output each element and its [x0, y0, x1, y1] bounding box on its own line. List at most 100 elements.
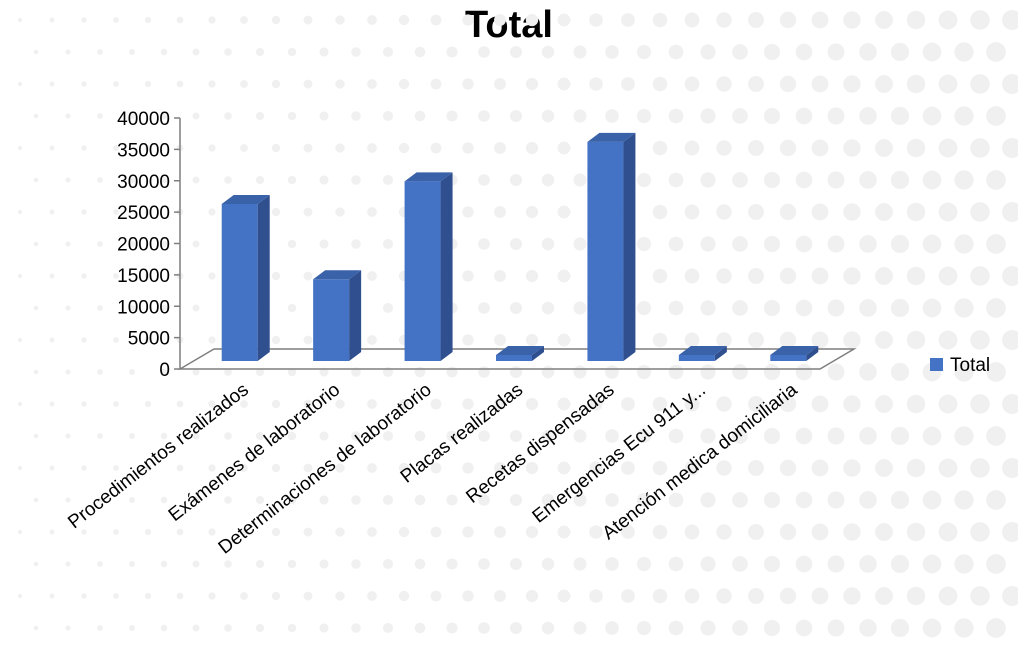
- background-dot: [49, 529, 55, 535]
- background-dot: [541, 365, 555, 379]
- background-dot: [906, 74, 926, 94]
- background-dot: [573, 493, 587, 507]
- background-dot: [906, 522, 926, 542]
- background-dot: [33, 177, 39, 183]
- background-dot: [255, 111, 265, 121]
- background-dot: [525, 269, 539, 283]
- background-dot: [811, 459, 829, 477]
- background-dot: [573, 237, 587, 251]
- background-dot: [875, 139, 893, 157]
- background-dot: [446, 430, 458, 442]
- background-dot: [1002, 266, 1018, 286]
- background-dot: [827, 107, 845, 125]
- background-dot: [509, 301, 523, 315]
- background-dot: [605, 429, 619, 443]
- background-dot: [240, 400, 248, 408]
- background-dot: [144, 208, 152, 216]
- background-dot: [271, 271, 281, 281]
- background-dot: [779, 587, 797, 605]
- background-dot: [446, 622, 458, 634]
- background-dot: [573, 109, 587, 123]
- background-dot: [525, 461, 539, 475]
- background-dot: [1002, 74, 1018, 94]
- background-dot: [509, 557, 523, 571]
- background-dot: [414, 430, 426, 442]
- background-dot: [748, 76, 764, 92]
- background-dot: [732, 44, 748, 60]
- background-dot: [33, 241, 39, 247]
- background-dot: [557, 269, 571, 283]
- background-dot: [462, 590, 474, 602]
- bar-side: [623, 132, 636, 361]
- background-dot: [65, 113, 71, 119]
- background-dot: [65, 497, 71, 503]
- background-dot: [430, 590, 442, 602]
- x-tick-label: Recetas dispensadas: [462, 379, 618, 507]
- background-dot: [557, 525, 571, 539]
- background-dot: [811, 203, 829, 221]
- background-dot: [17, 337, 23, 343]
- background-dot: [208, 336, 216, 344]
- background-dot: [494, 142, 506, 154]
- background-dot: [525, 141, 539, 155]
- background-dot: [494, 206, 506, 218]
- background-dot: [605, 493, 619, 507]
- background-dot: [176, 464, 184, 472]
- background-dot: [462, 462, 474, 474]
- background-dot: [732, 556, 748, 572]
- background-dot: [414, 558, 426, 570]
- background-dot: [192, 176, 200, 184]
- background-dot: [668, 492, 684, 508]
- chart-floor: [177, 348, 857, 370]
- background-dot: [414, 110, 426, 122]
- background-dot: [128, 240, 136, 248]
- background-dot: [430, 398, 442, 410]
- background-dot: [779, 11, 797, 29]
- background-dot: [827, 363, 845, 381]
- background-dot: [684, 588, 700, 604]
- background-dot: [779, 523, 797, 541]
- background-dot: [367, 335, 377, 345]
- background-dot: [954, 42, 974, 62]
- background-dot: [160, 112, 168, 120]
- background-dot: [875, 203, 893, 221]
- background-dot: [97, 241, 103, 247]
- background-dot: [684, 460, 700, 476]
- background-dot: [652, 204, 668, 220]
- background-dot: [224, 176, 232, 184]
- background-dot: [970, 522, 990, 542]
- background-dot: [843, 267, 861, 285]
- background-dot: [303, 335, 313, 345]
- background-dot: [462, 526, 474, 538]
- background-dot: [795, 427, 813, 445]
- background-dot: [732, 364, 748, 380]
- background-dot: [684, 204, 700, 220]
- background-dot: [954, 362, 974, 382]
- background-dot: [287, 111, 297, 121]
- bar-top: [770, 346, 819, 355]
- background-dot: [763, 235, 781, 253]
- background-dot: [446, 494, 458, 506]
- background-dot: [319, 559, 329, 569]
- background-dot: [636, 44, 652, 60]
- background-dot: [351, 111, 361, 121]
- bar: [221, 203, 258, 361]
- background-dot: [33, 561, 39, 567]
- background-dot: [700, 172, 716, 188]
- background-dot: [65, 561, 71, 567]
- background-dot: [922, 554, 942, 574]
- background-dot: [700, 300, 716, 316]
- background-dot: [636, 364, 652, 380]
- background-dot: [843, 203, 861, 221]
- background-dot: [271, 463, 281, 473]
- background-dot: [192, 48, 200, 56]
- background-dot: [414, 46, 426, 58]
- background-dot: [192, 560, 200, 568]
- bar: [587, 141, 624, 361]
- background-dot: [843, 331, 861, 349]
- background-dot: [192, 432, 200, 440]
- background-dot: [652, 524, 668, 540]
- background-dot: [906, 330, 926, 350]
- background-dot: [541, 557, 555, 571]
- background-dot: [700, 108, 716, 124]
